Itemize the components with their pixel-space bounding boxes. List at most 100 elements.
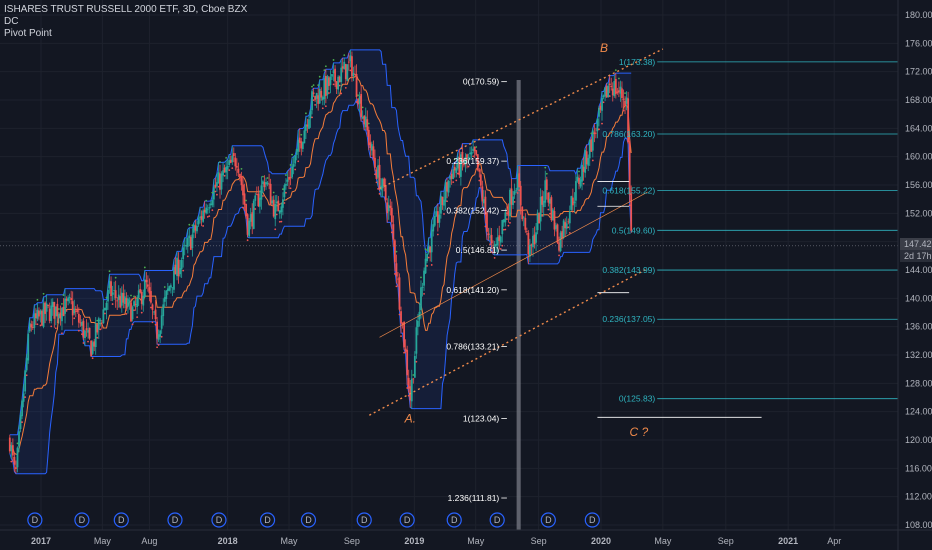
candle-body (18, 431, 20, 447)
time-tick-label: Apr (827, 536, 841, 546)
candle-body (314, 95, 317, 100)
indicator-dc[interactable]: DC (4, 16, 19, 27)
candle-body (547, 192, 550, 203)
dividend-marker-label: D (404, 515, 411, 525)
pivot-low-dot (499, 248, 502, 250)
wave-label: A. (404, 411, 416, 425)
candle-body (584, 149, 587, 173)
dividend-marker (399, 512, 415, 528)
pivot-low-dot (541, 214, 544, 217)
fib-right-label: 0.786(163.20) (602, 129, 655, 139)
candle-body (536, 212, 539, 231)
pivot-high-dot (143, 266, 146, 269)
pivot-low-dot (558, 254, 560, 257)
candle-body (130, 302, 132, 322)
candle-body (248, 220, 251, 237)
candle-body (42, 303, 45, 327)
indicator-pivot-point[interactable]: Pivot Point (4, 28, 52, 39)
pivot-low-dot (628, 204, 631, 207)
candle-body (502, 219, 505, 223)
candle-body (176, 257, 178, 277)
candle-body (79, 322, 82, 324)
pivot-low-dot (297, 160, 300, 163)
candle-body (599, 105, 602, 110)
pivot-high-dot (108, 270, 111, 273)
pivot-low-dot (467, 165, 470, 168)
pivot-low-dot (321, 107, 324, 110)
time-tick-label: 2017 (31, 536, 51, 546)
pivot-high-dot (36, 298, 39, 301)
candle-body (74, 310, 77, 312)
candle-body (153, 311, 155, 313)
candle-body (237, 168, 240, 173)
candle-body (616, 91, 619, 93)
pivot-high-dot (617, 77, 620, 80)
candle-body (607, 85, 610, 98)
candle-body (180, 260, 183, 270)
symbol-title[interactable]: ISHARES TRUST RUSSELL 2000 ETF, 3D, Cboe… (4, 4, 248, 15)
fib-right-label: 0(125.83) (619, 394, 656, 404)
pivot-low-dot (507, 224, 510, 227)
candle-body (142, 295, 145, 306)
dividend-marker-label: D (361, 515, 368, 525)
candle-body (444, 182, 447, 202)
candle-body (297, 139, 300, 152)
candle-body (111, 292, 114, 295)
candle-body (364, 116, 367, 128)
candle-body (410, 378, 413, 402)
candle-body (357, 98, 359, 105)
pivot-low-dot (87, 340, 89, 343)
candle-body (366, 119, 369, 131)
countdown-badge-bg (900, 250, 932, 262)
pivot-high-dot (343, 54, 346, 57)
price-tick-label: 164.00 (905, 123, 932, 133)
candle-body (212, 186, 215, 200)
pivot-high-dot (42, 292, 45, 295)
candle-body (478, 169, 481, 172)
pivot-low-dot (280, 220, 283, 223)
pivot-low-dot (328, 92, 330, 94)
candle-body (151, 304, 154, 310)
candle-body (177, 259, 180, 277)
candle-body (136, 298, 139, 308)
candle-body (413, 355, 416, 378)
candle-body (315, 93, 318, 99)
candle-body (33, 313, 36, 328)
candle-body (53, 301, 56, 319)
pivot-low-dot (136, 316, 139, 319)
candle-body (552, 209, 554, 221)
candle-body (571, 197, 574, 206)
candle-body (426, 253, 429, 262)
price-tick-label: 112.00 (905, 492, 932, 502)
candle-body (309, 110, 312, 119)
countdown-value: 2d 17h (904, 251, 932, 261)
pivot-low-dot (374, 173, 376, 176)
candle-body (334, 68, 336, 82)
candle-body (374, 157, 376, 168)
candle-body (70, 298, 73, 301)
pivot-high-dot (395, 250, 398, 253)
candle-body (249, 214, 252, 222)
candle-body (31, 327, 34, 329)
pivot-low-dot (65, 310, 68, 312)
time-axis[interactable]: 2017 May Aug 2018 May Sep 2019 May Sep 2020 May Sep… (0, 529, 932, 546)
candle-body (102, 309, 105, 324)
candle-body (450, 173, 453, 179)
candle-body (596, 118, 599, 132)
pivot-low-dot (154, 323, 157, 326)
pivot-low-dot (436, 233, 439, 236)
pivot-low-dot (324, 105, 327, 108)
candle-body (564, 222, 567, 229)
candle-body (189, 237, 192, 250)
candle-body (601, 97, 603, 111)
candle-body (389, 205, 392, 208)
candle-body (332, 70, 335, 74)
candle-body (188, 235, 191, 238)
candle-body (579, 179, 582, 187)
candle-body (337, 76, 340, 90)
pivot-low-dot (314, 104, 317, 106)
pivot-high-dot (324, 65, 327, 68)
